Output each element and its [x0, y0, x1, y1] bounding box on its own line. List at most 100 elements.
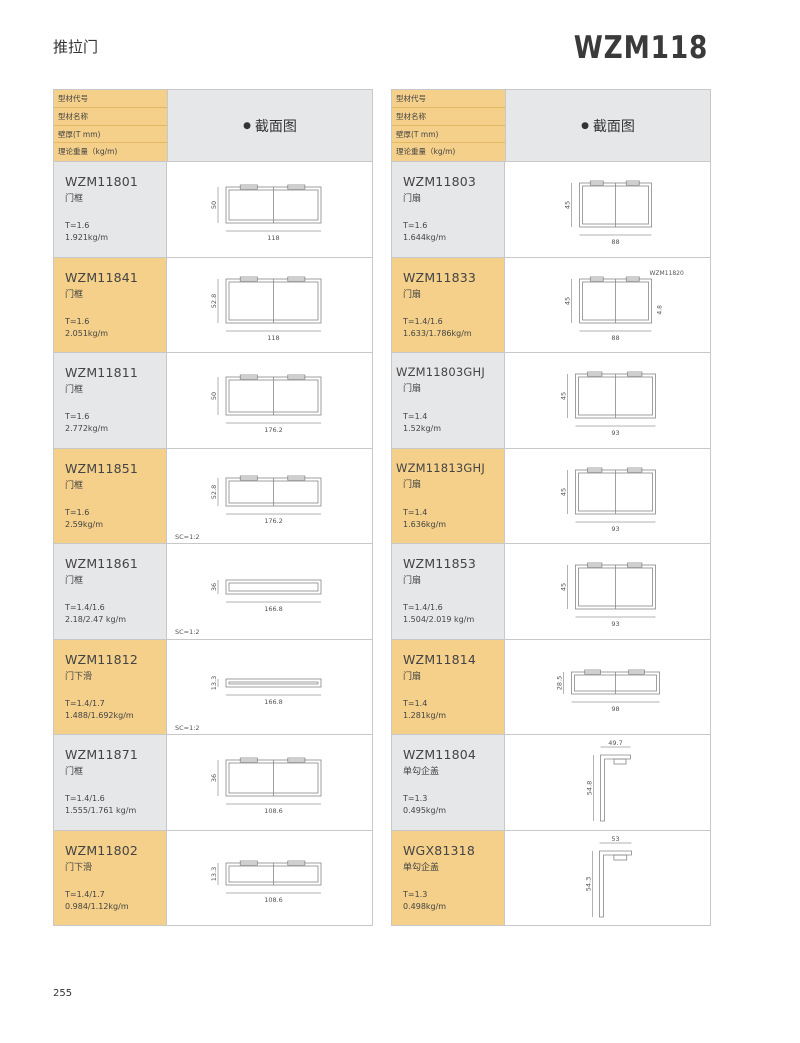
- profile-info: WZM11814 门扇 T=1.4 1.281kg/m: [392, 639, 505, 734]
- profile-name: 门框: [65, 194, 84, 204]
- height-dimension: 45: [560, 392, 568, 400]
- width-dimension: 118: [267, 334, 279, 342]
- profile-table-right: 型材代号 型材名称 壁厚(T mm) 理论重量（kg/m) ● 截面图 WZM11803 …: [391, 89, 711, 926]
- weight: 0.498kg/m: [403, 901, 447, 911]
- width-dimension: 98: [611, 705, 619, 713]
- wall-thickness: T=1.6: [65, 316, 90, 326]
- section-drawing: 13.3 166.8 SC=1:2: [167, 639, 372, 734]
- width-dimension: 108.6: [264, 807, 283, 815]
- profile-outline: [599, 850, 632, 917]
- profile-code: WZM11841: [65, 269, 139, 285]
- width-dimension: 176.2: [264, 426, 283, 434]
- profile-code: WZM11851: [65, 460, 139, 476]
- profile-row: WZM11841 门框 T=1.6 2.051kg/m 52.8 118: [54, 257, 372, 353]
- profile-outline: [571, 669, 660, 694]
- profile-row: WZM11804 单勾企盖 T=1.3 0.495kg/m 49.7 54.8: [392, 735, 710, 831]
- profile-code: WZM11803: [403, 174, 477, 189]
- profile-info: WZM11812 门下滑 T=1.4/1.7 1.488/1.692kg/m: [54, 639, 167, 734]
- wall-thickness: T=1.4: [403, 698, 428, 708]
- profile-info: WZM11801 门框 T=1.6 1.921kg/m: [54, 162, 167, 257]
- profile-code: WZM11833: [403, 269, 477, 285]
- header-label: 型材代号: [392, 90, 505, 108]
- profile-name: 门扇: [403, 194, 422, 204]
- header-labels: 型材代号 型材名称 壁厚(T mm) 理论重量（kg/m): [392, 90, 506, 161]
- header-label: 壁厚(T mm): [54, 126, 167, 144]
- weight: 1.504/2.019 kg/m: [403, 615, 475, 624]
- section-drawing: 50 118: [167, 162, 372, 257]
- profile-info: WZM11841 门框 T=1.6 2.051kg/m: [54, 257, 167, 352]
- section-drawing-header: ● 截面图: [168, 90, 372, 161]
- profile-section-svg: 52.8 176.2 SC=1:2: [175, 475, 322, 541]
- profile-name: 门扇: [403, 576, 422, 586]
- profile-info: WZM11804 单勾企盖 T=1.3 0.495kg/m: [392, 735, 505, 830]
- profile-row: WGX81318 单勾企盖 T=1.3 0.498kg/m 53 54.3: [392, 830, 710, 926]
- profile-info: WZM11853 门扇 T=1.4/1.6 1.504/2.019 kg/m: [392, 544, 505, 639]
- weight: 1.52kg/m: [403, 424, 442, 433]
- wall-thickness: T=1.4/1.6: [65, 794, 105, 803]
- profile-code: WZM11802: [65, 842, 139, 858]
- height-dimension: 54.3: [585, 876, 593, 890]
- category-title: 推拉门: [53, 38, 99, 56]
- profile-info: WGX81318 单勾企盖 T=1.3 0.498kg/m: [392, 830, 505, 925]
- profile-section-svg: 36 166.8 SC=1:2: [175, 579, 322, 636]
- header-title: 截面图: [254, 118, 297, 135]
- header-label: 理论重量（kg/m): [58, 147, 118, 157]
- weight: 1.555/1.761 kg/m: [65, 806, 137, 815]
- profile-name: 门扇: [403, 671, 422, 682]
- wall-thickness: T=1.6: [65, 221, 90, 230]
- profile-outline: [575, 562, 656, 610]
- profile-info: WZM11851 门框 T=1.6 2.59kg/m: [54, 448, 167, 543]
- header-label: 壁厚(T mm): [392, 126, 505, 144]
- series-title: WZM118: [573, 30, 708, 66]
- profile-section-svg: 53 54.3: [585, 835, 632, 917]
- header-labels: 型材代号 型材名称 壁厚(T mm) 理论重量（kg/m): [54, 90, 168, 161]
- profile-info: WZM11833 门扇 T=1.4/1.6 1.633/1.786kg/m: [392, 257, 505, 352]
- wall-thickness: T=1.4/1.6: [403, 316, 443, 326]
- weight: 1.488/1.692kg/m: [65, 710, 134, 720]
- section-drawing: 52.8 176.2 SC=1:2: [167, 448, 372, 543]
- profile-section-svg: 45 88: [564, 180, 652, 246]
- height-dimension: 13.3: [210, 675, 218, 689]
- profile-table-left: 型材代号 型材名称 壁厚(T mm) 理论重量（kg/m) ● 截面图 WZM11801 …: [53, 89, 373, 926]
- width-dimension: 93: [611, 525, 619, 533]
- profile-section-svg: 45 88 WZM11820 4.8: [564, 270, 684, 342]
- profile-info: WZM11803 门扇 T=1.6 1.644kg/m: [392, 162, 505, 257]
- header-title: 截面图: [592, 118, 635, 135]
- header-label: 型材代号: [54, 90, 167, 108]
- profile-name: 门下滑: [65, 671, 93, 682]
- profile-name: 门扇: [403, 384, 422, 394]
- weight: 2.59kg/m: [65, 519, 104, 529]
- bullet-icon: ●: [581, 120, 589, 131]
- profile-name: 门框: [65, 480, 84, 491]
- sub-profile-label: WZM11820: [650, 270, 684, 277]
- profile-row: WZM11803GHJ 门扇 T=1.4 1.52kg/m 45 93: [392, 353, 710, 449]
- profile-code: WZM11811: [65, 365, 139, 380]
- width-dimension: 53: [611, 835, 619, 843]
- profile-section-svg: 45 93: [560, 371, 656, 437]
- width-dimension: 88: [611, 238, 619, 246]
- height-dimension: 54.8: [586, 781, 594, 795]
- profile-name: 单勾企盖: [403, 862, 440, 873]
- section-drawing: 45 93: [505, 544, 710, 639]
- profile-outline: [600, 754, 631, 822]
- scale-label: SC=1:2: [175, 533, 200, 541]
- profile-code: WZM11813GHJ: [396, 460, 485, 475]
- wall-thickness: T=1.4: [403, 507, 428, 517]
- profile-code: WZM11861: [65, 556, 139, 571]
- section-drawing: 45 93: [505, 353, 710, 448]
- profile-code: WZM11814: [403, 651, 477, 667]
- wall-thickness: T=1.6: [65, 507, 90, 517]
- width-dimension: 166.8: [264, 605, 283, 613]
- profile-name: 门扇: [403, 289, 422, 300]
- wall-thickness: T=1.4/1.7: [65, 889, 105, 899]
- profile-section-svg: 49.7 54.8: [586, 739, 631, 822]
- profile-name: 门扇: [403, 479, 422, 490]
- scale-label: SC=1:2: [175, 628, 200, 636]
- profile-section-svg: 13.3 108.6: [210, 860, 322, 904]
- width-dimension: 108.6: [264, 896, 283, 904]
- profile-section-svg: 36 108.6: [210, 757, 322, 815]
- profile-row: WZM11871 门框 T=1.4/1.6 1.555/1.761 kg/m 3…: [54, 735, 372, 831]
- profile-row: WZM11813GHJ 门扇 T=1.4 1.636kg/m 45 93: [392, 448, 710, 544]
- weight: 1.921kg/m: [65, 233, 109, 242]
- width-dimension: 49.7: [608, 739, 622, 747]
